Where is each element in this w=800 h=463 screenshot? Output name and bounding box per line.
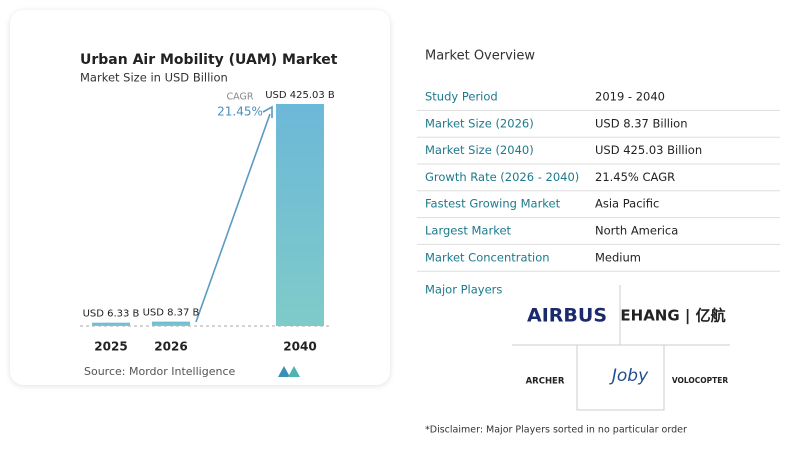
row-value: USD 8.37 Billion: [595, 116, 687, 130]
cagr-arrow: [195, 113, 271, 323]
player-logo: AIRBUS: [527, 305, 607, 327]
x-tick-label: 2026: [154, 340, 187, 354]
row-value: North America: [595, 224, 678, 238]
cagr-arrowhead: [262, 105, 273, 118]
row-label: Growth Rate (2026 - 2040): [425, 170, 579, 184]
row-value: 21.45% CAGR: [595, 170, 675, 184]
bar: [152, 321, 190, 326]
player-logo: VOLOCOPTER: [672, 376, 729, 385]
source: Source: Mordor Intelligence: [84, 365, 235, 378]
x-tick-label: 2040: [283, 340, 316, 354]
player-logo: ARCHER: [526, 377, 565, 387]
value-label: USD 425.03 B: [265, 90, 335, 101]
row-label: Fastest Growing Market: [425, 197, 561, 211]
cagr-value: 21.45%: [217, 105, 263, 119]
row-value: USD 425.03 Billion: [595, 143, 702, 157]
row-label: Study Period: [425, 90, 498, 104]
row-label: Market Size (2026): [425, 116, 534, 130]
overview-title: Market Overview: [425, 49, 535, 64]
bar: [92, 322, 130, 326]
chart-title: Urban Air Mobility (UAM) Market: [80, 52, 338, 68]
players-title: Major Players: [425, 283, 502, 297]
row-label: Largest Market: [425, 224, 512, 238]
player-logo: EHANG | 亿航: [620, 307, 725, 326]
bar: [276, 104, 324, 326]
overview-table: Study Period 2019 - 2040 Market Size (2026…: [417, 90, 780, 272]
value-label: USD 6.33 B: [83, 309, 140, 320]
row-value: Asia Pacific: [595, 197, 659, 211]
row-label: Market Size (2040): [425, 143, 534, 157]
disclaimer: *Disclaimer: Major Players sorted in no …: [425, 425, 687, 436]
row-label: Market Concentration: [425, 250, 550, 264]
logo-box: [576, 344, 665, 411]
row-value: 2019 - 2040: [595, 90, 665, 104]
cagr-label: CAGR: [227, 92, 254, 103]
source-logo: [278, 366, 300, 377]
row-value: Medium: [595, 250, 641, 264]
value-label: USD 8.37 B: [143, 308, 200, 319]
x-tick-label: 2025: [94, 340, 127, 354]
player-logo: Joby: [609, 366, 649, 386]
chart-area: USD 6.33 B 2025 USD 8.37 B 2026 USD 425.03 B…: [83, 90, 335, 354]
chart-subtitle: Market Size in USD Billion: [80, 71, 228, 85]
